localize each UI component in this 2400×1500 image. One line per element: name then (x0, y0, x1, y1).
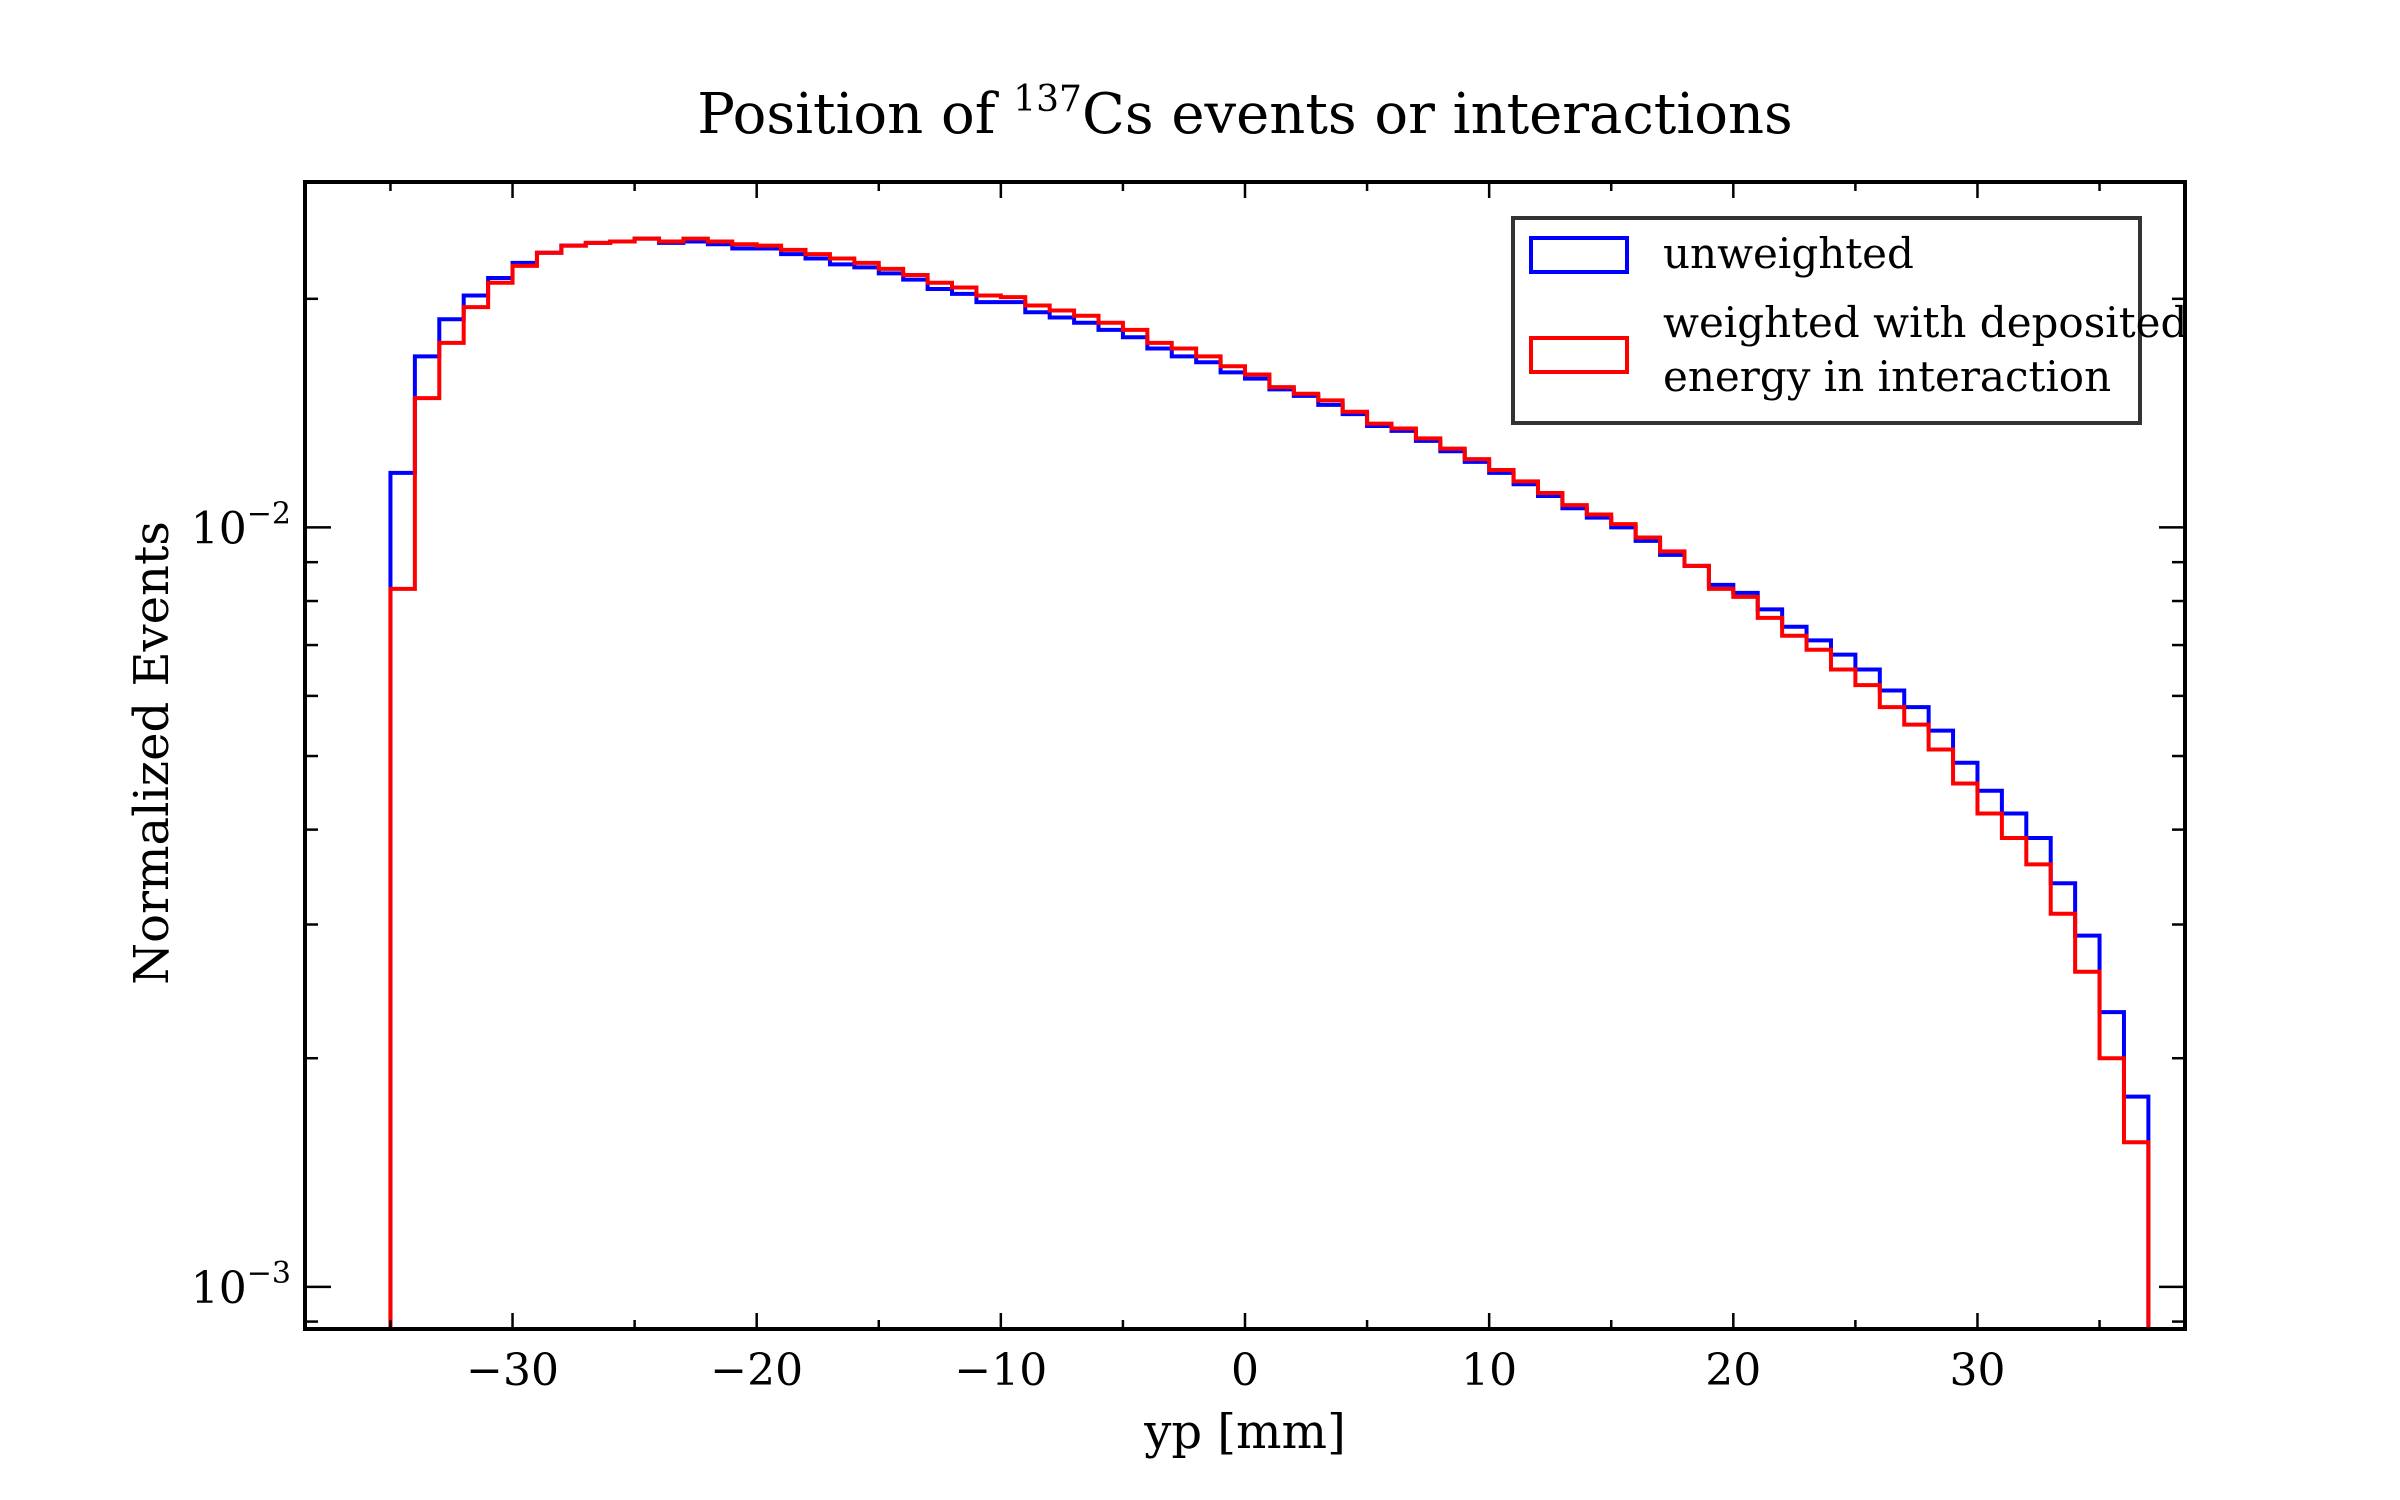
legend-label-weighted: weighted with deposited energy in interac… (1663, 298, 2187, 401)
plot-frame (303, 180, 2187, 1331)
x-tick-label: 0 (1231, 1345, 1259, 1396)
y-tick-label: 10−3 (191, 1256, 291, 1314)
y-tick-label: 10−2 (191, 496, 291, 554)
histogram-series-weighted (388, 236, 2151, 1329)
x-tick-label: 30 (1949, 1345, 2005, 1396)
chart-title: Position of 137Cs events or interactions (697, 79, 1793, 147)
x-tick-label: −10 (954, 1345, 1047, 1396)
x-axis-label: yp [mm] (1143, 1404, 1346, 1460)
legend-swatch-unweighted (1529, 236, 1629, 274)
plot-area (388, 236, 2151, 1329)
legend-label-unweighted: unweighted (1663, 229, 1914, 278)
x-tick-label: −30 (466, 1345, 559, 1396)
legend: unweighted weighted with deposited energy … (1511, 216, 2187, 425)
x-tick-label: 20 (1705, 1345, 1761, 1396)
y-axis-label: Normalized Events (124, 521, 180, 985)
x-tick-label: 10 (1461, 1345, 1517, 1396)
y-axis-ticks: 10−2 10−3 (191, 297, 2185, 1323)
x-tick-label: −20 (710, 1345, 803, 1396)
x-axis-ticks: −30 −20 −10 0 10 20 30 (389, 182, 2101, 1396)
legend-box (1511, 216, 2142, 425)
legend-swatch-weighted (1529, 336, 1629, 374)
